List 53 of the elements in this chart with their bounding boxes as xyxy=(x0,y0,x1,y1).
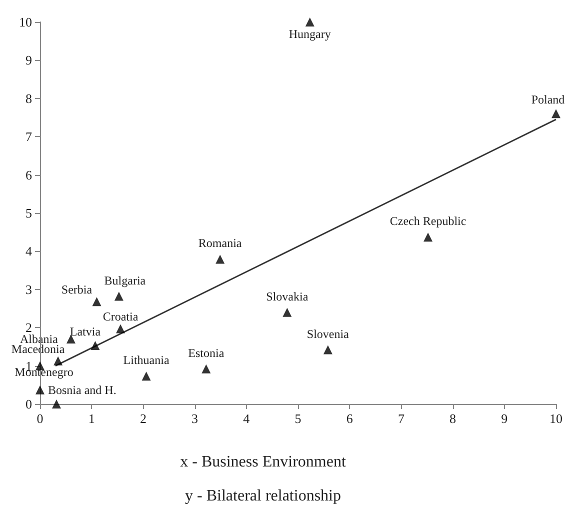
point xyxy=(54,356,63,366)
point xyxy=(90,341,100,350)
annotation: Bulgaria xyxy=(104,273,146,288)
point xyxy=(116,324,125,334)
x-tick-label: 0 xyxy=(36,411,44,426)
text: x - Business Environment xyxy=(180,454,346,470)
y-tick-label: 9 xyxy=(26,52,32,68)
y-tick-label: 8 xyxy=(26,90,32,106)
point xyxy=(36,385,44,394)
annotation: Slovenia xyxy=(306,326,350,341)
x-tick-label: 1 xyxy=(88,411,95,426)
y-tick-label: 5 xyxy=(26,206,32,220)
point xyxy=(142,372,151,381)
y-tick-label: 3 xyxy=(26,282,32,297)
y-tick-label: 6 xyxy=(26,167,32,182)
annotation: Romania xyxy=(198,236,242,250)
x-tick-label: 4 xyxy=(243,411,250,426)
point xyxy=(92,297,102,306)
point xyxy=(202,364,211,374)
point xyxy=(305,18,314,26)
annotation: Latvia xyxy=(70,324,102,339)
y-tick-label: 7 xyxy=(26,129,32,144)
annotation: Poland xyxy=(531,92,565,107)
annotation: Hungary xyxy=(288,27,331,41)
x-tick-label: 7 xyxy=(398,411,405,426)
text: y - Bilateral relationship xyxy=(185,488,341,504)
x-tick-label: 3 xyxy=(192,411,198,426)
x-tick-label: 6 xyxy=(346,411,354,426)
annotation: Lithuania xyxy=(123,353,170,368)
x-tick-label: 10 xyxy=(550,411,562,426)
point xyxy=(552,109,560,118)
point xyxy=(282,308,292,317)
x-tick-label: 8 xyxy=(450,411,456,426)
point xyxy=(323,345,332,354)
point xyxy=(216,254,225,264)
point xyxy=(114,292,124,301)
annotation: Bosnia and H. xyxy=(48,382,116,397)
x-tick-label: 5 xyxy=(294,411,302,426)
x-tick-label: 9 xyxy=(501,411,508,426)
y-tick-label: 0 xyxy=(26,396,32,412)
annotation: Estonia xyxy=(188,346,225,360)
y-tick-label: 10 xyxy=(19,14,32,30)
point xyxy=(52,400,62,408)
annotation: Czech Republic xyxy=(390,214,466,228)
annotation: Croatia xyxy=(102,310,139,324)
annotation: Serbia xyxy=(61,282,93,297)
y-tick-label: 4 xyxy=(26,244,32,259)
y-tick-label: 2 xyxy=(26,320,32,336)
annotation: Slovakia xyxy=(266,289,309,304)
x-tick-label: 2 xyxy=(140,411,146,426)
point xyxy=(424,232,433,242)
point xyxy=(66,334,76,344)
annotation: Macedonia xyxy=(11,342,66,356)
